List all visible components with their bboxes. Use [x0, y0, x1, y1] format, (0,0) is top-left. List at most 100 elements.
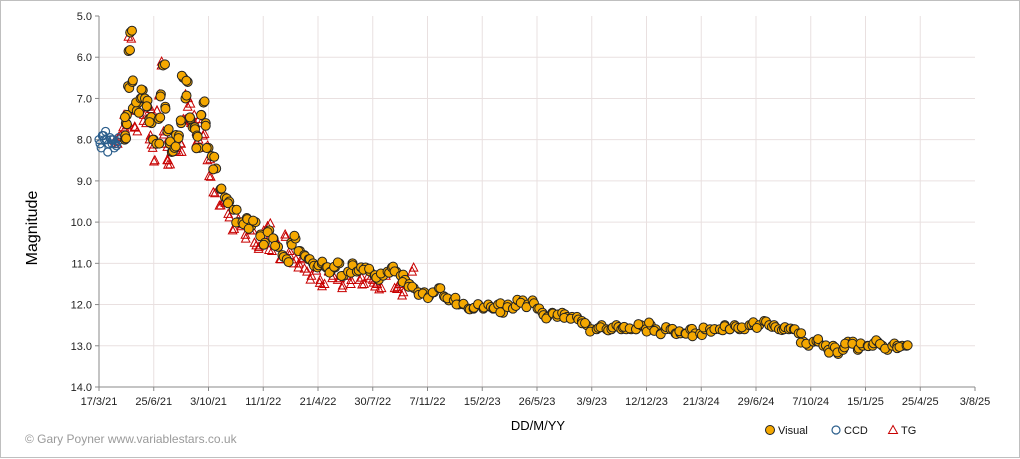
tg-point	[354, 274, 365, 284]
tg-point	[408, 262, 419, 272]
x-tick-label: 3/9/23	[576, 396, 607, 408]
legend-tg-marker	[887, 424, 899, 434]
y-tick-label: 5.0	[77, 11, 92, 23]
visual-point	[199, 96, 210, 107]
visual-point	[289, 230, 300, 241]
x-tick-label: 7/10/24	[792, 396, 829, 408]
tg-point	[392, 281, 403, 291]
x-tick-label: 21/3/24	[683, 396, 720, 408]
legend-item-ccd: CCD	[831, 425, 868, 437]
tg-point	[369, 280, 381, 291]
x-tick-label: 15/2/23	[464, 396, 501, 408]
visual-point	[191, 143, 202, 154]
visual-point	[144, 117, 155, 128]
tg-point	[357, 278, 368, 289]
tg-point	[316, 280, 328, 291]
y-tick-label: 6.0	[77, 52, 92, 64]
x-tick-label: 17/3/21	[81, 396, 118, 408]
visual-point	[270, 240, 281, 251]
visual-point	[136, 84, 147, 95]
x-tick-label: 29/6/24	[738, 396, 775, 408]
tg-point	[280, 231, 291, 241]
visual-point	[126, 25, 137, 36]
y-tick-label: 14.0	[71, 382, 92, 394]
tg-point	[185, 98, 196, 108]
tg-point	[224, 211, 235, 222]
visual-point	[364, 263, 375, 274]
tg-point	[305, 274, 316, 284]
x-tick-label: 11/1/22	[245, 396, 281, 408]
y-tick-label: 13.0	[71, 341, 92, 353]
visual-point	[258, 239, 269, 250]
x-tick-label: 25/4/25	[902, 396, 939, 408]
tg-point	[229, 223, 240, 233]
tg-point	[374, 283, 385, 294]
visual-point	[181, 90, 192, 101]
legend-visual-label: Visual	[778, 425, 808, 437]
visual-point	[796, 328, 807, 339]
visual-point	[902, 340, 913, 351]
tg-point	[205, 171, 216, 181]
tg-point	[208, 186, 219, 197]
tg-point	[280, 228, 291, 239]
visual-point	[813, 334, 824, 345]
visual-point	[495, 307, 506, 318]
tg-point	[346, 274, 357, 285]
x-tick-label: 26/5/23	[519, 396, 556, 408]
visual-point	[216, 183, 227, 194]
tg-point	[182, 101, 193, 111]
tg-point	[284, 245, 295, 256]
tg-point	[337, 282, 348, 293]
visual-point	[121, 133, 132, 144]
tg-point	[391, 283, 403, 293]
tg-point	[203, 170, 215, 181]
y-tick-labels: 5.0 6.0 7.0 8.0 9.0 10.0 11.0 12.0 13.0 14.0	[71, 11, 92, 394]
visual-point	[751, 322, 762, 333]
x-tick-label: 15/1/25	[847, 396, 884, 408]
legend-tg-label: TG	[901, 425, 916, 437]
x-tick-labels: 17/3/21 25/6/21 3/10/21 11/1/22 21/4/22 30/7/…	[81, 396, 991, 408]
tg-point	[302, 266, 313, 276]
visual-point	[541, 313, 552, 324]
visual-point	[192, 131, 203, 142]
tg-point	[163, 159, 174, 169]
legend: Visual CCD TG	[765, 424, 916, 437]
x-tick-label: 12/12/23	[625, 396, 668, 408]
visual-point	[243, 223, 254, 234]
visual-point	[283, 257, 294, 268]
legend-ccd-marker	[831, 425, 841, 435]
visual-point	[155, 112, 166, 123]
visual-point	[119, 112, 130, 123]
visual-point	[633, 319, 644, 330]
visual-point	[223, 198, 234, 209]
axes	[95, 15, 976, 391]
tg-point	[129, 122, 140, 132]
visual-point	[127, 75, 138, 86]
x-tick-label: 7/11/22	[410, 396, 446, 408]
x-axis-title: DD/M/YY	[511, 418, 566, 433]
x-tick-label: 30/7/22	[354, 396, 391, 408]
visual-point	[184, 112, 195, 123]
legend-item-tg: TG	[887, 424, 916, 437]
legend-ccd-label: CCD	[844, 425, 868, 437]
y-tick-label: 9.0	[77, 176, 92, 188]
y-tick-label: 8.0	[77, 135, 92, 147]
visual-point	[407, 281, 418, 292]
visual-point	[332, 257, 343, 268]
visual-point	[644, 317, 655, 328]
tg-point	[327, 272, 338, 283]
tg-point	[299, 263, 310, 273]
visual-point	[201, 143, 212, 154]
visual-point	[173, 133, 184, 144]
visual-point	[170, 141, 181, 152]
x-tick-label: 3/10/21	[190, 396, 227, 408]
y-tick-label: 7.0	[77, 93, 92, 105]
visual-point	[209, 151, 220, 162]
visual-point	[160, 103, 171, 114]
x-tick-label: 25/6/21	[135, 396, 172, 408]
visual-point	[181, 75, 192, 86]
visual-point	[435, 283, 446, 294]
visual-point	[248, 215, 259, 226]
visual-point	[196, 109, 207, 120]
visual-point	[134, 107, 145, 118]
